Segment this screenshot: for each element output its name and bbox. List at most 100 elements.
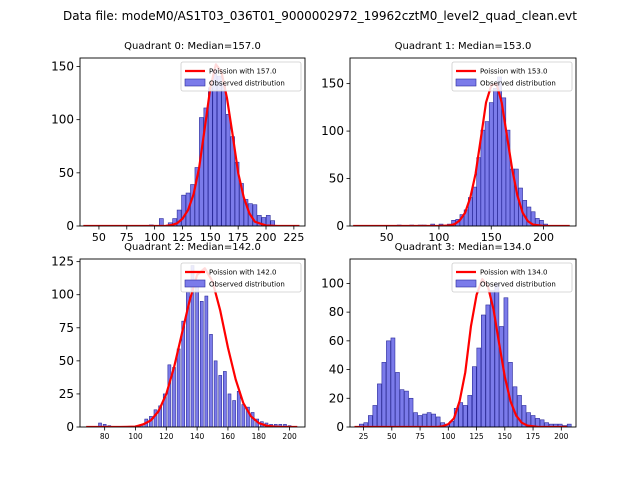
histogram-bar <box>499 326 504 427</box>
histogram-bar <box>494 283 500 427</box>
legend: Poission with 142.0 Observed distribution <box>180 262 302 293</box>
x-tick-label: 100 <box>128 432 143 441</box>
histogram-bar <box>431 413 436 427</box>
legend-box <box>451 262 573 293</box>
axes-frame <box>349 258 577 428</box>
histogram-bar <box>283 424 287 427</box>
histogram-bar <box>476 347 482 427</box>
histogram-bar <box>372 405 378 427</box>
histogram-bar <box>181 320 186 427</box>
histogram-bar <box>548 423 554 427</box>
histogram-bar <box>102 424 107 427</box>
legend-bar-swatch <box>184 78 206 87</box>
x-tick-label: 150 <box>498 432 513 441</box>
histogram-bar <box>488 102 494 226</box>
histogram-bar <box>404 390 409 427</box>
legend: Poission with 153.0 Observed distribution <box>451 61 573 92</box>
histogram-bar <box>368 415 373 427</box>
histogram-bar <box>227 393 232 427</box>
legend-bar-label: Observed distribution <box>480 80 556 88</box>
x-tick-label: 25 <box>359 432 369 441</box>
histogram-bar <box>225 114 231 226</box>
x-tick-label: 180 <box>252 432 267 441</box>
legend-bar-swatch <box>455 78 477 87</box>
y-tick-label: 25 <box>59 387 74 401</box>
figure-suptitle: Data file: modeM0/AS1T03_036T01_90000029… <box>63 9 577 23</box>
y-tick-label: 75 <box>59 321 74 335</box>
y-tick-label: 150 <box>51 60 74 74</box>
histogram-bar <box>261 217 267 226</box>
histogram-bar <box>377 383 382 427</box>
x-tick-label: 75 <box>120 231 134 244</box>
plot-area <box>86 265 298 427</box>
legend: Poission with 157.0 Observed distribution <box>180 61 302 92</box>
histogram-bar <box>213 360 218 427</box>
x-tick-label: 80 <box>100 432 110 441</box>
histogram-bar <box>212 69 218 226</box>
histogram-bar <box>458 402 464 427</box>
histogram-bar <box>417 415 423 427</box>
histogram-bar <box>176 348 181 427</box>
x-tick-label: 150 <box>200 231 221 244</box>
legend-curve-label: Poission with 153.0 <box>480 68 548 76</box>
legend-curve-label: Poission with 157.0 <box>209 68 277 76</box>
histogram-bar <box>390 337 396 427</box>
x-tick-label: 50 <box>380 231 394 244</box>
histogram-bar <box>381 362 387 427</box>
y-tick-label: 50 <box>329 172 344 186</box>
histogram-bar <box>221 84 226 226</box>
histogram-bar <box>241 404 246 427</box>
y-tick-label: 100 <box>51 113 74 127</box>
histogram-bar <box>553 423 558 427</box>
plot-area <box>83 63 300 226</box>
histogram-bar <box>386 340 391 427</box>
subplot-title: Quadrant 1: Median=153.0 <box>395 41 532 52</box>
legend-box <box>451 61 573 92</box>
histogram-bar <box>232 400 236 427</box>
histogram-bar <box>181 194 186 226</box>
histogram-bar <box>408 397 414 427</box>
subplot-quadrant-0: Quadrant 0: Median=157.0 50 75 100 125 150 175… <box>51 41 306 244</box>
legend-box <box>180 262 302 293</box>
histogram-bar <box>557 423 563 427</box>
histogram-bar <box>413 412 418 427</box>
histogram-bar <box>204 295 209 427</box>
histogram-bar <box>176 209 182 226</box>
y-tick-label: 50 <box>59 166 74 180</box>
legend: Poission with 134.0 Observed distribution <box>451 262 573 293</box>
y-tick-label: 100 <box>321 276 344 290</box>
x-tick-label: 160 <box>221 432 236 441</box>
x-tick-label: 125 <box>172 231 193 244</box>
y-tick-label: 100 <box>51 288 74 302</box>
x-tick-label: 120 <box>159 432 174 441</box>
subplot-quadrant-1: Quadrant 1: Median=153.0 50 100 150 200 0 50 10… <box>321 41 577 244</box>
histogram-bar <box>462 405 468 427</box>
subplot-title: Quadrant 3: Median=134.0 <box>395 242 532 253</box>
histogram-bar <box>223 371 227 427</box>
subplot-quadrant-3: Quadrant 3: Median=134.0 25 50 75 100 125 150 1… <box>321 242 577 441</box>
x-tick-label: 140 <box>190 432 205 441</box>
histogram-bar <box>517 395 522 427</box>
histogram-bar <box>246 406 250 427</box>
y-tick-label: 60 <box>329 334 344 348</box>
subplot-title: Quadrant 2: Median=142.0 <box>124 242 261 253</box>
x-tick-label: 125 <box>469 432 484 441</box>
legend-bar-label: Observed distribution <box>209 281 285 289</box>
axes-frame <box>79 57 306 227</box>
histogram-bar <box>395 372 400 427</box>
histogram-bar <box>526 412 531 427</box>
y-tick-label: 50 <box>59 354 74 368</box>
histogram-bar <box>422 413 427 427</box>
histogram-bar <box>218 375 223 427</box>
histogram-bar <box>493 88 498 226</box>
histogram-bar <box>472 186 477 226</box>
y-tick-label: 125 <box>51 255 74 269</box>
y-tick-label: 0 <box>66 219 74 233</box>
histogram-bar <box>265 215 271 226</box>
histogram-bar <box>199 117 204 226</box>
legend-curve-label: Poission with 134.0 <box>480 269 548 277</box>
x-tick-label: 200 <box>533 231 554 244</box>
plot-area <box>353 76 570 226</box>
histogram-bar <box>530 415 536 427</box>
y-tick-label: 40 <box>329 363 344 377</box>
